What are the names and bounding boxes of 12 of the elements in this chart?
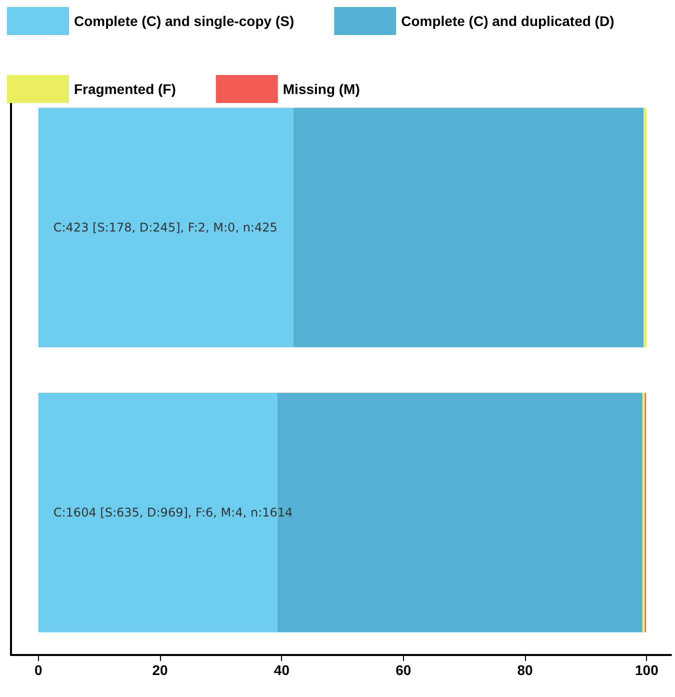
x-tick-label: 80 [517, 662, 534, 678]
annotation: C:423 [S:178, D:245], F:2, M:0, n:425 [53, 220, 278, 234]
legend-label: Complete (C) and duplicated (D) [401, 13, 614, 29]
x-tick-label: 0 [34, 662, 42, 678]
x-tick-label: 100 [634, 662, 659, 678]
x-tick-label: 20 [152, 662, 168, 678]
x-tick-label: 40 [274, 662, 290, 678]
legend-label: Missing (M) [282, 81, 360, 97]
legend-label: Complete (C) and single-copy (S) [74, 13, 294, 29]
annotation: C:1604 [S:635, D:969], F:6, M:4, n:1614 [53, 506, 293, 520]
legend-label: Fragmented (F) [74, 81, 176, 97]
x-tick-label: 60 [396, 662, 412, 678]
